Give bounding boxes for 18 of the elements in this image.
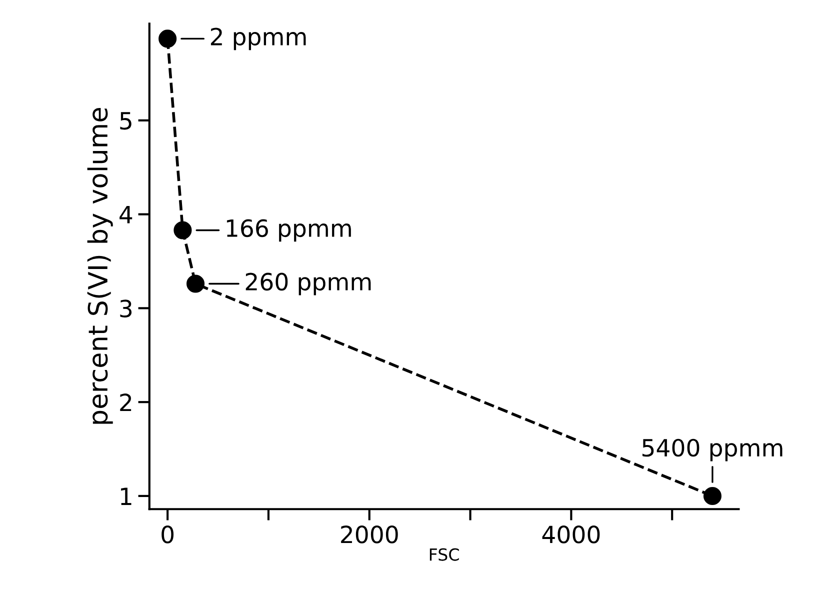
y-tick-label: 3	[120, 300, 132, 318]
point	[186, 274, 205, 293]
x-tick-label: 2000	[341, 526, 398, 544]
y-tick-label: 2	[120, 394, 132, 412]
annotation: 2 ppmm	[210, 28, 306, 50]
point	[158, 30, 177, 48]
annotation: 260 ppmm	[246, 272, 371, 296]
x-axis-title: FSC	[430, 548, 459, 561]
x-tick-label: 0	[162, 526, 174, 544]
point	[703, 486, 722, 506]
point	[174, 221, 192, 240]
x-tick-label: 4000	[542, 526, 600, 544]
y-tick-label: 4	[120, 206, 132, 224]
y-tick-label: 5	[120, 112, 132, 130]
annotation: 5400 ppmm	[642, 438, 782, 462]
annotation: 166 ppmm	[226, 219, 351, 242]
y-tick-label: 1	[121, 488, 132, 505]
y-axis-title: percent S(VI) by volume	[87, 108, 113, 424]
